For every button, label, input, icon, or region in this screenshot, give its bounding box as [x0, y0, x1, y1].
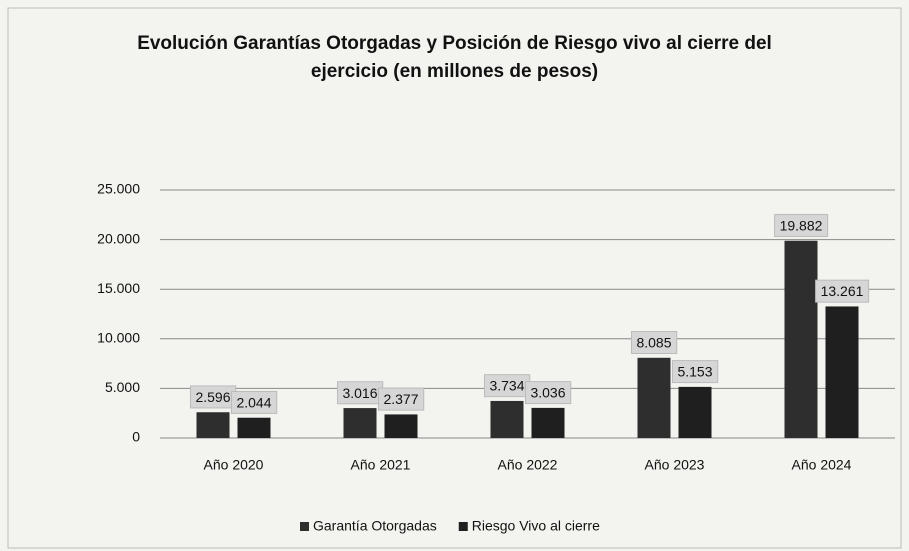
data-label: 2.377 [383, 391, 418, 407]
data-label: 3.734 [489, 378, 524, 394]
data-label: 13.261 [821, 283, 864, 299]
data-label: 5.153 [677, 364, 712, 380]
data-label-box [524, 381, 572, 405]
y-tick-label: 10.000 [97, 330, 140, 346]
data-label: 19.882 [780, 217, 823, 233]
x-tick-label: Año 2024 [792, 457, 852, 473]
bar [825, 306, 859, 438]
data-label-box [815, 279, 870, 303]
bar [384, 414, 418, 438]
chart-title: Evolución Garantías Otorgadas y Posición… [137, 33, 772, 82]
legend-label: Riesgo Vivo al cierre [472, 518, 600, 534]
data-label-box [230, 390, 278, 414]
bar [784, 240, 818, 438]
y-tick-label: 5.000 [105, 379, 140, 395]
bar [531, 407, 565, 438]
y-tick-label: 0 [132, 429, 140, 445]
data-label-box [377, 387, 425, 411]
legend-swatch [300, 522, 309, 531]
data-label: 3.016 [342, 385, 377, 401]
data-label: 2.596 [195, 389, 230, 405]
bar [490, 400, 524, 438]
y-tick-label: 15.000 [97, 280, 140, 296]
data-label-box [630, 330, 678, 354]
x-tick-label: Año 2021 [351, 457, 411, 473]
data-label-box [671, 360, 719, 384]
bar [237, 417, 271, 438]
chart-border [7, 7, 902, 549]
x-tick-label: Año 2020 [204, 457, 264, 473]
bar [637, 357, 671, 438]
y-tick-label: 20.000 [97, 230, 140, 246]
data-label-box [774, 213, 829, 237]
data-label: 2.044 [236, 394, 271, 410]
legend-label: Garantía Otorgadas [313, 518, 437, 534]
bar [343, 408, 377, 438]
data-label: 3.036 [530, 385, 565, 401]
data-label: 8.085 [636, 334, 671, 350]
x-tick-label: Año 2022 [498, 457, 558, 473]
x-tick-label: Año 2023 [645, 457, 705, 473]
legend-swatch [458, 522, 468, 531]
y-tick-label: 25.000 [97, 181, 140, 197]
bar [196, 412, 230, 438]
bar [678, 386, 712, 438]
